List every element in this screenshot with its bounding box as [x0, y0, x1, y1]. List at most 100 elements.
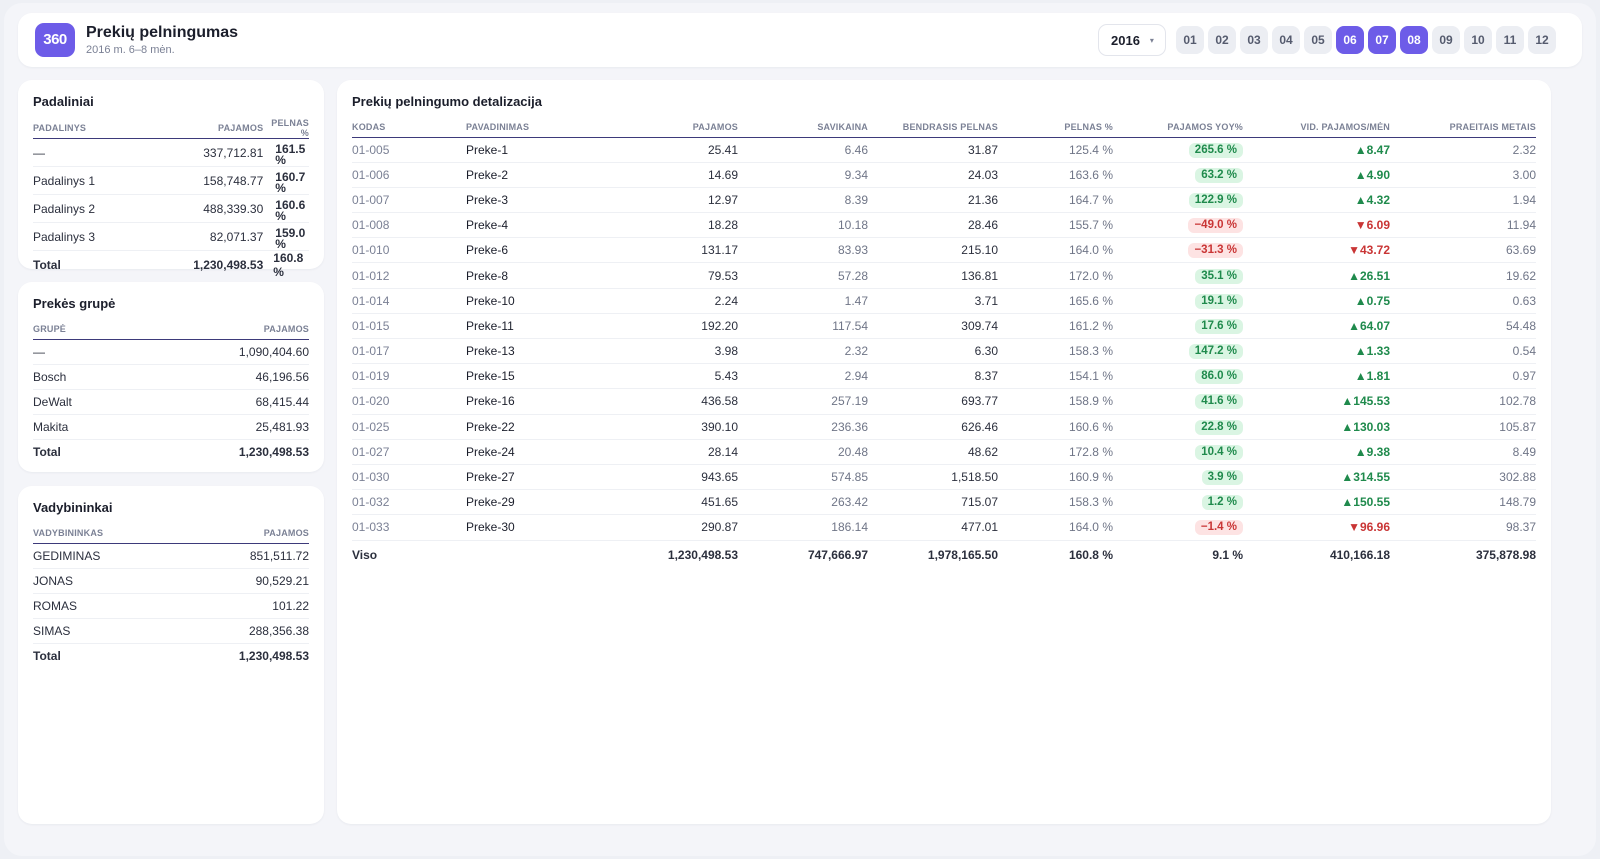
cell-kodas: 01-033: [352, 514, 466, 541]
cell-kodas: 01-017: [352, 338, 466, 365]
col-kodas: KODAS: [352, 118, 466, 138]
table-row[interactable]: 01-012 Preke-8 79.53 57.28 136.81 172.0 % 35.1…: [352, 262, 1536, 289]
vid-value: 26.51: [1359, 268, 1390, 283]
table-row[interactable]: SIMAS 288,356.38: [33, 618, 309, 644]
month-button-02[interactable]: 02: [1208, 26, 1236, 54]
month-button-01[interactable]: 01: [1176, 26, 1204, 54]
table-row[interactable]: 01-017 Preke-13 3.98 2.32 6.30 158.3 % 147.2 %…: [352, 338, 1536, 365]
cell-bendrasis-pelnas: 48.62: [868, 439, 998, 465]
cell-pelnas-pct: 158.9 %: [998, 388, 1113, 415]
grupe-pajamos: 68,415.44: [131, 389, 309, 415]
yoy-badge: −31.3 %: [1188, 243, 1243, 259]
table-row[interactable]: 01-007 Preke-3 12.97 8.39 21.36 164.7 % 122.9 …: [352, 187, 1536, 214]
month-button-04[interactable]: 04: [1272, 26, 1300, 54]
table-row[interactable]: 01-015 Preke-11 192.20 117.54 309.74 161.2 % 1…: [352, 313, 1536, 340]
table-row[interactable]: 01-019 Preke-15 5.43 2.94 8.37 154.1 % 86.0 % ▲…: [352, 363, 1536, 390]
cell-vid-pajamos: ▲1.81: [1243, 363, 1390, 390]
month-button-07[interactable]: 07: [1368, 26, 1396, 54]
vid-value: 1.81: [1366, 369, 1390, 384]
triangle-up-icon: ▲: [1348, 268, 1360, 283]
vid-value: 9.38: [1366, 444, 1390, 459]
cell-pavadinimas: Preke-15: [466, 363, 626, 390]
cell-kodas: 01-019: [352, 363, 466, 390]
table-row[interactable]: 01-030 Preke-27 943.65 574.85 1,518.50 160.9 …: [352, 464, 1536, 491]
cell-vid-pajamos: ▲9.38: [1243, 439, 1390, 465]
table-row[interactable]: —1,090,404.60: [33, 339, 309, 365]
table-row[interactable]: Total 1,230,498.53: [33, 439, 309, 464]
detail-title: Prekių pelningumo detalizacija: [352, 94, 542, 109]
table-row[interactable]: Padalinys 3 82,071.37 159.0 %: [33, 222, 309, 251]
month-button-11[interactable]: 11: [1496, 26, 1524, 54]
cell-savikaina: 20.48: [738, 439, 868, 465]
cell-vid-pajamos: ▲145.53: [1243, 388, 1390, 415]
table-row[interactable]: JONAS 90,529.21: [33, 568, 309, 594]
cell-vid-pajamos: ▲8.47: [1243, 137, 1390, 163]
cell-pajamos: 28.14: [626, 439, 738, 465]
table-row[interactable]: GEDIMINAS 851,511.72: [33, 543, 309, 569]
cell-pajamos-yoy: 1.2 %: [1113, 489, 1243, 516]
cell-pajamos-yoy: 147.2 %: [1113, 338, 1243, 365]
table-row[interactable]: Padalinys 2 488,339.30 160.6 %: [33, 194, 309, 223]
grupe-name: Bosch: [33, 364, 132, 390]
table-row[interactable]: Total 1,230,498.53 160.8 %: [33, 251, 309, 279]
month-button-10[interactable]: 10: [1464, 26, 1492, 54]
padalinys-pelnas: 160.6 %: [263, 194, 309, 223]
table-row[interactable]: Makita 25,481.93: [33, 414, 309, 440]
cell-pajamos-yoy: 122.9 %: [1113, 187, 1243, 214]
total-savikaina: 747,666.97: [738, 539, 868, 570]
col-savikaina: SAVIKAINA: [738, 118, 868, 138]
table-row[interactable]: 01-032 Preke-29 451.65 263.42 715.07 158.3 % 1…: [352, 489, 1536, 516]
cell-pelnas-pct: 164.0 %: [998, 237, 1113, 264]
vadybininkai-name: Total: [33, 648, 61, 663]
triangle-down-icon: ▼: [1354, 218, 1367, 233]
cell-pajamos-yoy: −1.4 %: [1113, 514, 1243, 541]
table-row[interactable]: 01-020 Preke-16 436.58 257.19 693.77 158.9 % 4…: [352, 388, 1536, 415]
month-button-05[interactable]: 05: [1304, 26, 1332, 54]
table-row[interactable]: 01-006 Preke-2 14.69 9.34 24.03 163.6 % 63.2 %…: [352, 162, 1536, 188]
grupe-pajamos: 1,230,498.53: [238, 444, 309, 459]
table-row[interactable]: ROMAS 101.22: [33, 593, 309, 619]
triangle-up-icon: ▲: [1354, 369, 1367, 384]
cell-pajamos: 12.97: [626, 187, 738, 214]
triangle-up-icon: ▲: [1341, 495, 1354, 510]
cell-savikaina: 263.42: [738, 489, 868, 516]
col-pavadinimas: PAVADINIMAS: [466, 118, 626, 138]
col-pajamos-yoy: PAJAMOS YOY%: [1113, 118, 1243, 138]
cell-pelnas-pct: 164.7 %: [998, 187, 1113, 214]
cell-pavadinimas: Preke-24: [466, 439, 626, 465]
vadybininkai-pajamos: 851,511.72: [171, 543, 309, 569]
cell-kodas: 01-005: [352, 137, 466, 163]
col-bendrasis-pelnas: BENDRASIS PELNAS: [868, 118, 998, 138]
cell-pavadinimas: Preke-16: [466, 388, 626, 415]
cell-pajamos: 18.28: [626, 212, 738, 239]
total-vid: 410,166.18: [1243, 539, 1390, 570]
cell-pajamos: 192.20: [626, 313, 738, 340]
month-button-08[interactable]: 08: [1400, 26, 1428, 54]
table-row[interactable]: 01-027 Preke-24 28.14 20.48 48.62 172.8 % 10.4…: [352, 439, 1536, 465]
cell-praeitais-metais: 0.97: [1390, 363, 1536, 390]
table-row[interactable]: 01-008 Preke-4 18.28 10.18 28.46 155.7 % −49.0…: [352, 212, 1536, 239]
month-button-06[interactable]: 06: [1336, 26, 1364, 54]
cell-pajamos-yoy: 41.6 %: [1113, 388, 1243, 415]
table-row[interactable]: 01-010 Preke-6 131.17 83.93 215.10 164.0 % −31…: [352, 237, 1536, 264]
cell-bendrasis-pelnas: 28.46: [868, 212, 998, 239]
table-row[interactable]: 01-025 Preke-22 390.10 236.36 626.46 160.6 % 2…: [352, 414, 1536, 440]
month-button-12[interactable]: 12: [1528, 26, 1556, 54]
table-row[interactable]: 01-014 Preke-10 2.24 1.47 3.71 165.6 % 19.1 % ▲…: [352, 288, 1536, 314]
table-row[interactable]: Bosch 46,196.56: [33, 364, 309, 390]
month-button-03[interactable]: 03: [1240, 26, 1268, 54]
month-button-09[interactable]: 09: [1432, 26, 1460, 54]
cell-pavadinimas: Preke-27: [466, 464, 626, 491]
triangle-up-icon: ▲: [1348, 318, 1360, 333]
year-select[interactable]: 2016 ▾: [1098, 24, 1166, 56]
cell-praeitais-metais: 2.32: [1390, 137, 1536, 163]
table-row[interactable]: 01-005 Preke-1 25.41 6.46 31.87 125.4 % 265.6 …: [352, 137, 1536, 163]
table-row[interactable]: 01-033 Preke-30 290.87 186.14 477.01 164.0 % −…: [352, 514, 1536, 541]
table-row[interactable]: Total 1,230,498.53: [33, 643, 309, 668]
total-praeitais: 375,878.98: [1390, 539, 1536, 570]
table-row[interactable]: Padalinys 1 158,748.77 160.7 %: [33, 166, 309, 195]
vadybininkai-name: GEDIMINAS: [33, 543, 172, 569]
vadybininkai-pajamos: 1,230,498.53: [238, 648, 309, 663]
table-row[interactable]: DeWalt 68,415.44: [33, 389, 309, 415]
table-row[interactable]: —337,712.81 161.5 %: [33, 138, 309, 167]
